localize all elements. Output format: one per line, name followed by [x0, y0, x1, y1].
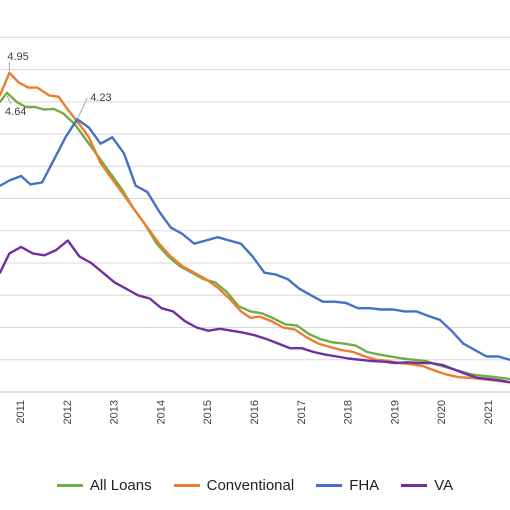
legend-label-conventional: Conventional — [206, 476, 295, 494]
x-tick-label: 2013 — [109, 400, 121, 424]
data-label: 4.95 — [7, 51, 28, 63]
gridlines — [0, 36, 510, 361]
legend-swatch-all-loans — [56, 483, 83, 487]
legend-item-va: VA — [401, 477, 453, 494]
series-line-all-loans — [0, 91, 510, 381]
legend-item-all-loans: All Loans — [56, 476, 152, 494]
legend-item-conventional: Conventional — [173, 476, 295, 494]
x-tick-label: 2020 — [436, 400, 448, 424]
legend-label-va: VA — [434, 476, 454, 494]
series-line-conventional — [0, 71, 510, 384]
series-lines — [0, 71, 510, 384]
x-tick-label: 2018 — [343, 400, 355, 424]
series-line-va — [0, 239, 510, 384]
legend-item-fha: FHA — [316, 477, 379, 494]
legend-label-all-loans: All Loans — [89, 476, 152, 494]
x-tick-label: 2019 — [389, 400, 401, 424]
legend-swatch-fha — [316, 483, 343, 487]
data-labels: 4.95 4.64 4.23 — [5, 51, 112, 118]
x-tick-label: 2017 — [296, 400, 308, 424]
data-label: 4.64 — [5, 106, 26, 118]
x-tick-label: 2015 — [202, 400, 214, 424]
x-tick-label: 2011 — [15, 400, 27, 424]
x-tick-labels: 2011 2012 2013 2014 2015 2016 2017 2018 2019 2020… — [15, 400, 495, 424]
legend-label-fha: FHA — [349, 476, 380, 494]
legend-swatch-va — [401, 483, 428, 487]
x-tick-label: 2014 — [155, 400, 167, 424]
data-label-leader — [77, 98, 88, 118]
data-label: 4.23 — [90, 92, 111, 104]
legend-swatch-conventional — [173, 483, 200, 487]
x-tick-label: 2016 — [249, 400, 261, 424]
x-tick-label: 2021 — [483, 400, 495, 424]
x-tick-label: 2012 — [62, 400, 74, 424]
legend: All Loans Conventional FHA VA — [0, 474, 510, 496]
data-label-leader — [6, 95, 12, 105]
series-line-fha — [0, 118, 510, 361]
